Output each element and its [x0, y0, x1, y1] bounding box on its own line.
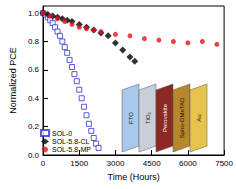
svg-text:Spiro-OMeTAD: Spiro-OMeTAD [179, 97, 185, 138]
svg-text:Au: Au [196, 114, 202, 121]
svg-text:1.0: 1.0 [28, 9, 40, 18]
svg-text:Normalized PCE: Normalized PCE [8, 47, 18, 114]
svg-text:Perovskite: Perovskite [162, 103, 168, 132]
svg-text:TiO₂: TiO₂ [145, 111, 151, 123]
svg-text:0.2: 0.2 [28, 122, 40, 131]
svg-text:0.0: 0.0 [28, 151, 40, 160]
svg-text:SOL-5.8-CL: SOL-5.8-CL [52, 138, 89, 145]
svg-text:0.4: 0.4 [28, 94, 40, 103]
svg-text:FTO: FTO [128, 112, 134, 124]
svg-text:3000: 3000 [107, 159, 125, 168]
svg-text:Time (Hours): Time (Hours) [107, 172, 159, 182]
svg-text:0: 0 [41, 159, 46, 168]
svg-text:0.8: 0.8 [28, 37, 40, 46]
svg-text:4500: 4500 [143, 159, 161, 168]
svg-text:SOL-0: SOL-0 [52, 130, 72, 137]
svg-text:0.6: 0.6 [28, 65, 40, 74]
svg-text:7500: 7500 [215, 159, 233, 168]
svg-text:SOL-5.8-MP: SOL-5.8-MP [52, 146, 91, 153]
svg-text:1500: 1500 [70, 159, 88, 168]
svg-text:6000: 6000 [179, 159, 197, 168]
